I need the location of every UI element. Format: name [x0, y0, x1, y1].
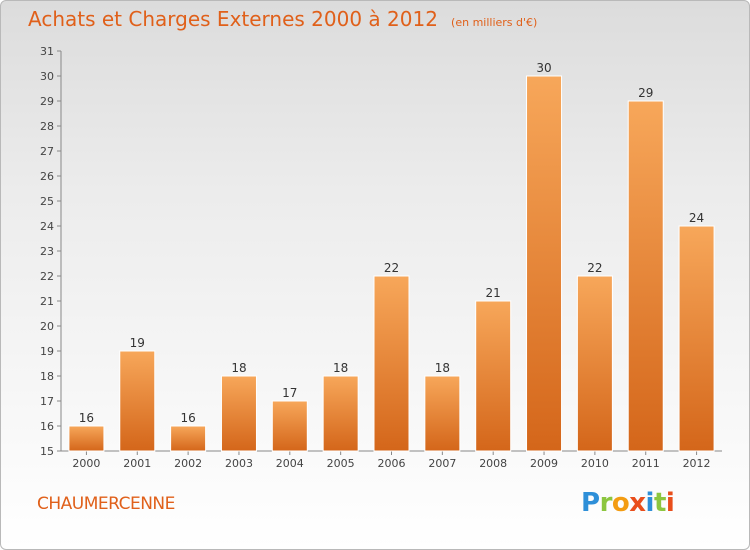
y-tick-label: 20: [40, 320, 54, 333]
y-tick-label: 24: [40, 220, 54, 233]
x-tick-label: 2005: [327, 457, 355, 470]
bar: [271, 400, 308, 452]
bar: [678, 225, 715, 452]
bar-value-label: 16: [79, 411, 94, 425]
bar-value-label: 18: [231, 361, 246, 375]
x-tick-label: 2002: [174, 457, 202, 470]
chart-title: Achats et Charges Externes 2000 à 2012: [28, 7, 438, 31]
bar-value-label: 30: [536, 61, 551, 75]
bar: [322, 375, 359, 452]
y-tick-label: 22: [40, 270, 54, 283]
x-tick-label: 2008: [479, 457, 507, 470]
x-tick-label: 2009: [530, 457, 558, 470]
bar: [475, 300, 512, 452]
x-tick-label: 2011: [632, 457, 660, 470]
y-tick-label: 30: [40, 70, 54, 83]
y-tick-label: 28: [40, 120, 54, 133]
bar: [220, 375, 257, 452]
bar: [576, 275, 613, 452]
commune-name: CHAUMERCENNE: [37, 494, 175, 514]
y-tick-label: 29: [40, 95, 54, 108]
bar: [68, 425, 105, 452]
chart-title-block: Achats et Charges Externes 2000 à 2012 (…: [28, 7, 537, 31]
bar-value-label: 18: [435, 361, 450, 375]
y-tick-label: 23: [40, 245, 54, 258]
y-tick-label: 16: [40, 420, 54, 433]
bar: [627, 100, 664, 452]
x-tick-label: 2004: [276, 457, 304, 470]
x-tick-label: 2006: [378, 457, 406, 470]
y-tick-label: 21: [40, 295, 54, 308]
chart-axes: 15 16 17 18 19 20 21 22 23 24 25 26 27 28 29 30 31 2000 20…: [40, 45, 722, 470]
y-tick-label: 26: [40, 170, 54, 183]
proxiti-logo[interactable]: Proxiti: [581, 488, 675, 518]
bar: [373, 275, 410, 452]
bar-value-label: 19: [130, 336, 145, 350]
x-tick-label: 2012: [683, 457, 711, 470]
y-tick-label: 18: [40, 370, 54, 383]
y-tick-label: 31: [40, 45, 54, 58]
chart-value-labels: 16 19 16 18 17 18 22 18 21 30 22 29 24: [79, 61, 704, 425]
bar: [424, 375, 461, 452]
y-tick-label: 19: [40, 345, 54, 358]
bar-value-label: 24: [689, 211, 704, 225]
bar: [526, 75, 563, 452]
y-tick-label: 25: [40, 195, 54, 208]
x-tick-label: 2003: [225, 457, 253, 470]
bar-value-label: 21: [486, 286, 501, 300]
y-tick-label: 17: [40, 395, 54, 408]
y-tick-label: 15: [40, 445, 54, 458]
y-tick-label: 27: [40, 145, 54, 158]
bar: [170, 425, 207, 452]
bar-value-label: 17: [282, 386, 297, 400]
bar-value-label: 18: [333, 361, 348, 375]
chart-bars: [68, 75, 715, 452]
x-tick-label: 2007: [428, 457, 456, 470]
bar: [119, 350, 156, 452]
bar-value-label: 22: [587, 261, 602, 275]
x-tick-label: 2000: [72, 457, 100, 470]
chart-unit: (en milliers d'€): [451, 16, 538, 29]
bar-value-label: 22: [384, 261, 399, 275]
bar-value-label: 16: [180, 411, 195, 425]
bar-value-label: 29: [638, 86, 653, 100]
x-tick-label: 2010: [581, 457, 609, 470]
x-tick-label: 2001: [123, 457, 151, 470]
